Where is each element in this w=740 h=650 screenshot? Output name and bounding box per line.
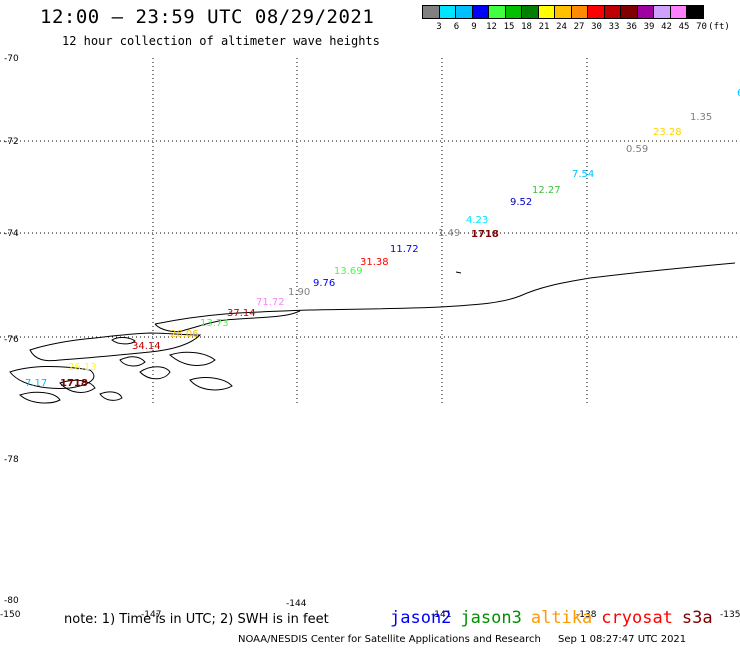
longitude-labels: -150 -147 -144 -141 -138 -135 [0, 599, 740, 620]
colorbar-label: 45 [678, 22, 690, 32]
island-6 [59, 379, 96, 393]
footer-note: note: 1) Time is in UTC; 2) SWH is in fe… [64, 612, 329, 627]
wave-height-label: 26.06 [170, 329, 199, 340]
wave-height-label: 37.14 [227, 308, 256, 319]
longitude-label: -150 [0, 610, 21, 620]
wave-height-label: 1.90 [288, 287, 310, 298]
longitude-label: -135 [720, 610, 740, 620]
colorbar-label: 36 [626, 22, 637, 32]
longitude-label: -138 [576, 610, 597, 620]
colorbar-swatch [686, 5, 704, 19]
colorbar-label: 15 [503, 22, 515, 32]
latitude-label: -78 [4, 455, 19, 465]
credit-timestamp: Sep 1 08:27:47 UTC 2021 [558, 634, 687, 645]
colorbar-label: 18 [521, 22, 532, 32]
mission-cryosat: cryosat [601, 608, 673, 628]
island-4 [169, 351, 216, 366]
latitude-label: -74 [4, 229, 19, 239]
island-8 [189, 377, 233, 391]
mission-s3a: s3a [681, 608, 713, 628]
mission-jason2: jason2 [390, 608, 452, 628]
wave-height-label: 7.17 [25, 378, 47, 389]
wave-height-label: 0.59 [626, 144, 648, 155]
island-1 [111, 337, 136, 345]
credit-line: NOAA/NESDIS Center for Satellite Applica… [238, 634, 700, 645]
colorbar-label: (ft) [708, 22, 730, 32]
credit-org: NOAA/NESDIS Center for Satellite Applica… [238, 634, 541, 645]
antarctic-coastline [9, 262, 736, 404]
wave-height-label: 31.38 [360, 257, 389, 268]
wave-height-values: 6 1.35 23.28 0.59 7.54 12.279.52 4.23 1.49 1718 1… [25, 88, 740, 389]
wave-height-label: 11.72 [390, 244, 419, 255]
wave-height-label: 4.23 [466, 215, 488, 226]
mission-altika: altika [530, 608, 593, 628]
longitude-label: -141 [431, 610, 451, 620]
colorbar-labels: 3 6 9 12 15 18 21 24 27 30 33 36 39 42 45 70 (ft) [422, 22, 740, 36]
wave-height-label: 1.49 [438, 228, 460, 239]
island-10 [455, 271, 462, 274]
coastline-main [154, 262, 736, 325]
wave-height-label: 1718 [60, 378, 88, 389]
colorbar-label: 42 [661, 22, 672, 32]
wave-height-label: 26.13 [68, 362, 97, 373]
latitude-labels: -70 -72 -74 -76 -78 -80 [4, 54, 19, 606]
island-2 [119, 356, 146, 367]
colorbar-label: 70 [696, 22, 707, 32]
wave-height-label: 12.27 [532, 185, 561, 196]
graticule [0, 58, 740, 406]
colorbar-label: 24 [556, 22, 567, 32]
page-title: 12:00 – 23:59 UTC 08/29/2021 [40, 6, 375, 28]
wave-height-label: 1.35 [690, 112, 712, 123]
colorbar-label: 39 [643, 22, 655, 32]
island-5 [9, 366, 95, 389]
colorbar-label: 9 [471, 22, 477, 32]
wave-height-label: 9.52 [510, 197, 532, 208]
colorbar-label: 6 [453, 22, 460, 32]
wave-height-label: 9.76 [313, 278, 335, 289]
island-7 [99, 391, 123, 401]
mission-jason3: jason3 [460, 608, 522, 628]
latitude-label: -76 [4, 335, 19, 345]
latitude-label: -70 [4, 54, 19, 64]
wave-height-label: 13.69 [334, 266, 363, 277]
page-subtitle: 12 hour collection of altimeter wave hei… [62, 34, 380, 48]
latitude-label: -72 [4, 137, 19, 147]
colorbar-label: 27 [573, 22, 585, 32]
wave-height-label: 13.73 [200, 318, 229, 329]
longitude-label: -147 [141, 610, 161, 620]
mission-legend: jason2 jason3 altika cryosat s3a [390, 608, 722, 628]
coastline-peninsula [29, 332, 202, 362]
colorbar-label: 12 [486, 22, 497, 32]
wave-height-label: 1718 [471, 229, 499, 240]
latitude-label: -80 [4, 596, 19, 606]
colorbar-label: 33 [608, 22, 620, 32]
wave-height-label: 6 [737, 88, 740, 99]
wave-height-colorbar [422, 5, 704, 19]
coastline-cape [154, 310, 301, 333]
wave-height-label: 71.72 [256, 297, 285, 308]
longitude-label: -144 [286, 599, 307, 609]
wave-height-label: 34.14 [132, 341, 161, 352]
colorbar-label: 21 [538, 22, 550, 32]
colorbar-label: 3 [436, 22, 442, 32]
island-3 [139, 366, 171, 380]
wave-height-label: 7.54 [572, 169, 594, 180]
colorbar-label: 30 [591, 22, 602, 32]
wave-height-label: 23.28 [653, 127, 682, 138]
island-9 [19, 391, 61, 404]
